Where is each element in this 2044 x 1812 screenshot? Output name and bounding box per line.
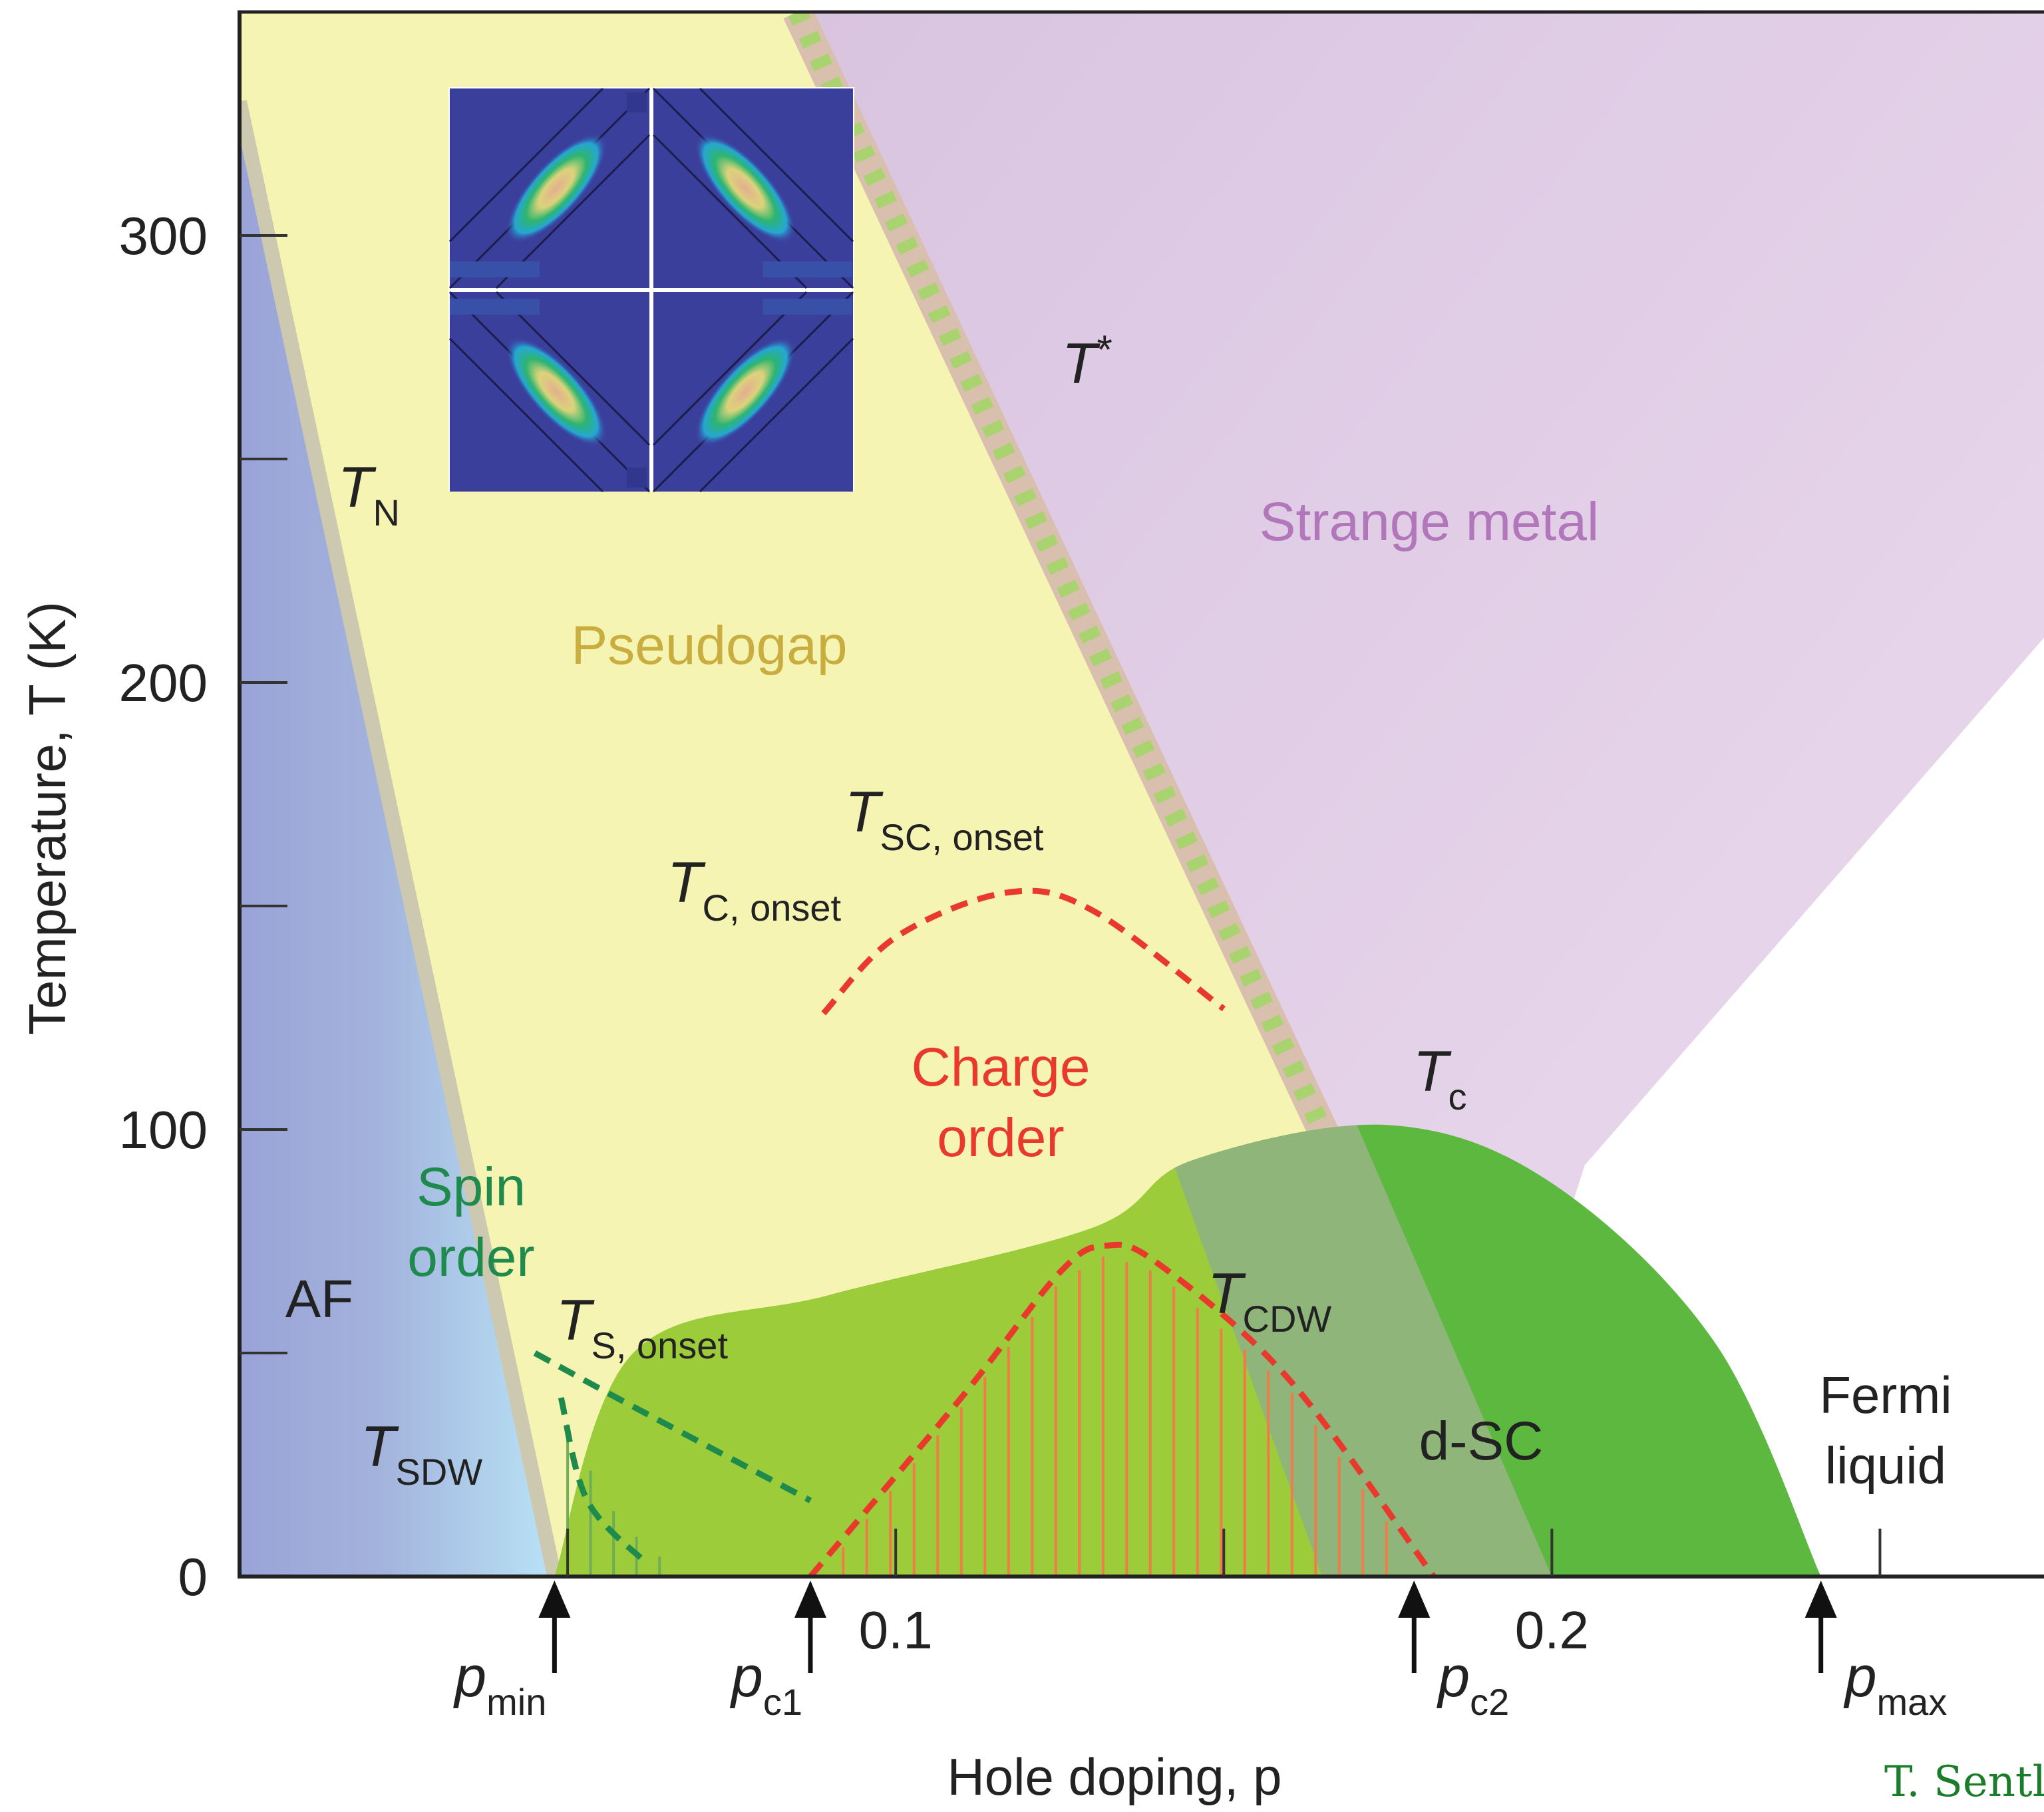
- x-tick-label-0: 0.1: [859, 1600, 933, 1660]
- t-sdw-curve: [558, 1397, 649, 1565]
- t-star-label: T*: [1062, 327, 1112, 396]
- charge-order-label-line1: Charge: [912, 1037, 1091, 1098]
- t-s-onset-curve: [533, 1350, 812, 1503]
- arpes-panel-top-left: [448, 87, 651, 289]
- arpes-inset-image: [448, 87, 854, 493]
- t-c-onset-label: TC, onset: [667, 851, 842, 929]
- critical-arrow-head-3: [1804, 1581, 1837, 1618]
- critical-doping-label-1: pc1: [729, 1645, 802, 1723]
- spin-order-label-line1: Spin: [417, 1157, 526, 1217]
- tn-band: [238, 100, 562, 1577]
- axes: 0 100 200 300 0.1 0.2 pmin pc1 pc2 pmax: [119, 10, 2044, 1723]
- x-axis-label: Hole doping, p: [947, 1747, 1281, 1806]
- charge-order-label-line2: order: [937, 1108, 1064, 1168]
- fermi-liquid-label-line2: liquid: [1825, 1436, 1946, 1495]
- critical-arrow-head-0: [538, 1581, 571, 1618]
- critical-arrow-head-1: [794, 1581, 826, 1618]
- critical-doping-label-3: pmax: [1843, 1645, 1948, 1723]
- strange-metal-region: [797, 12, 2044, 1577]
- t-s-onset-label: TS, onset: [556, 1288, 728, 1366]
- t-n-label: TN: [338, 456, 400, 533]
- credit-text: T. Sentl: [1884, 1757, 2044, 1807]
- strange-metal-label: Strange metal: [1260, 492, 1600, 552]
- fermi-liquid-label-line1: Fermi: [1819, 1366, 1952, 1424]
- t-sdw-label: TSDW: [361, 1415, 482, 1493]
- critical-arrow-head-2: [1398, 1581, 1431, 1618]
- y-tick-label-2: 100: [119, 1100, 208, 1159]
- dsc-label: d-SC: [1419, 1411, 1544, 1471]
- x-tick-label-1: 0.2: [1515, 1600, 1589, 1660]
- spin-order-label-line2: order: [407, 1227, 534, 1288]
- t-star-dashes: [788, 12, 1331, 1134]
- critical-doping-label-2: pc2: [1436, 1645, 1509, 1723]
- arpes-panel-top-right: [652, 87, 854, 289]
- arpes-panel-bottom-left: [448, 291, 651, 493]
- arpes-panel-bottom-right: [652, 291, 854, 493]
- t-c-label: Tc: [1413, 1040, 1467, 1118]
- y-tick-label-0: 0: [178, 1547, 208, 1606]
- t-sc-onset-curve: [821, 887, 1226, 1016]
- pseudogap-label: Pseudogap: [572, 615, 848, 676]
- af-label: AF: [285, 1269, 353, 1328]
- t-cdw-curve: [808, 1241, 1437, 1577]
- y-axis-label: Temperature, T (K): [18, 601, 77, 1035]
- t-cdw-label: TCDW: [1208, 1262, 1331, 1340]
- y-tick-label-4: 200: [119, 653, 208, 712]
- t-sc-onset-label: TSC, onset: [845, 780, 1044, 858]
- y-tick-label-6: 300: [119, 206, 208, 265]
- charge-order-hatching: [842, 1257, 1388, 1577]
- critical-doping-label-0: pmin: [452, 1645, 546, 1723]
